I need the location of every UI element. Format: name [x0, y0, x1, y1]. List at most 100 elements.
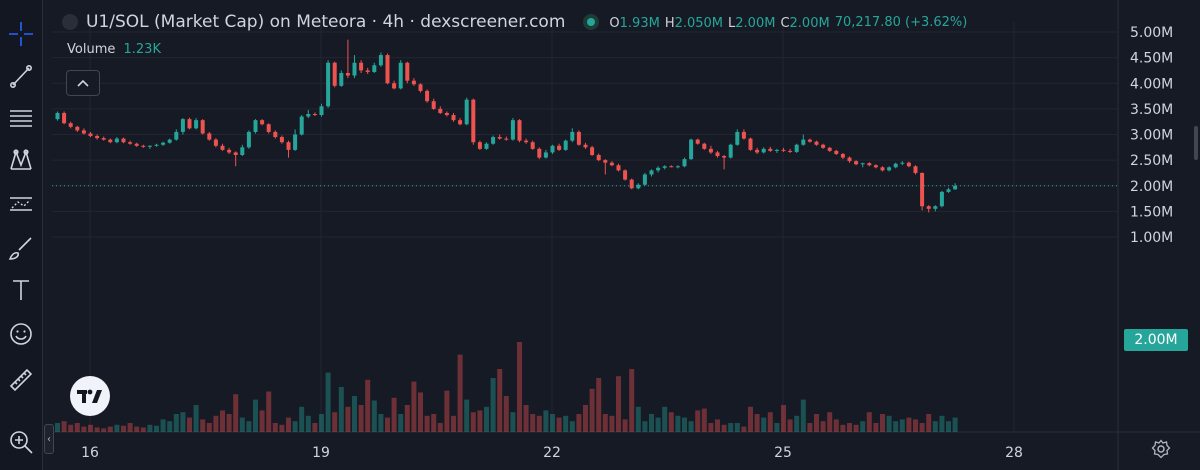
volume-bar — [88, 424, 93, 432]
candle-body — [755, 149, 760, 153]
candle-body — [708, 148, 713, 153]
candle-body — [332, 62, 337, 86]
volume-bar — [860, 421, 866, 432]
candle-body — [299, 116, 304, 135]
candle-body — [629, 179, 634, 189]
price-change: 70,217.80 (+3.62%) — [834, 14, 968, 30]
candle-body — [306, 114, 311, 117]
candle-body — [590, 147, 595, 155]
volume-bar — [708, 423, 714, 432]
candle-body — [88, 133, 93, 137]
emoji-icon — [10, 323, 32, 345]
candle-body — [279, 137, 284, 143]
tool-zoom-in[interactable] — [3, 424, 39, 460]
chart-settings-button[interactable] — [1150, 438, 1172, 460]
volume-bar — [622, 419, 628, 432]
tool-crosshair[interactable] — [3, 16, 39, 52]
volume-bar — [345, 406, 351, 432]
ohlc-l: L2.00M — [728, 16, 775, 31]
volume-bar — [701, 408, 707, 432]
volume-bar — [807, 423, 813, 432]
volume-bar — [365, 379, 371, 432]
volume-bar — [411, 381, 417, 432]
zoom-in-icon — [10, 431, 33, 454]
y-tick-label: 1.50M — [1130, 204, 1173, 220]
candle-body — [649, 170, 654, 175]
volume-value: 1.23K — [123, 42, 161, 57]
volume-bar — [906, 417, 912, 432]
ohlc-key: C — [780, 16, 790, 31]
volume-bar — [325, 372, 331, 432]
candle-body — [847, 157, 852, 162]
tool-trend-line[interactable] — [3, 58, 39, 94]
ohlc-key: L — [728, 16, 736, 31]
volume-bar — [352, 396, 357, 432]
tradingview-logo[interactable] — [70, 376, 110, 416]
candle-body — [873, 165, 878, 168]
volume-bar — [312, 423, 318, 432]
market-status-icon — [583, 14, 600, 30]
tool-ruler[interactable] — [3, 362, 39, 398]
volume-bar — [886, 415, 892, 432]
volume-bar — [332, 412, 338, 432]
candle-body — [642, 174, 647, 185]
volume-bar — [589, 388, 595, 432]
chart-title: U1/SOL (Market Cap) on Meteora · 4h · de… — [86, 12, 566, 32]
tool-pattern[interactable] — [3, 142, 39, 178]
candle-body — [477, 142, 482, 149]
candle-body — [926, 206, 931, 209]
candle-body — [319, 106, 324, 116]
candle-body — [543, 152, 548, 158]
price-scale-scroll-thumb[interactable] — [1194, 126, 1198, 160]
ruler-icon — [9, 368, 33, 392]
volume-bar — [576, 414, 582, 432]
tool-emoji[interactable] — [3, 316, 39, 352]
volume-bar — [833, 419, 839, 432]
volume-bar — [556, 417, 562, 432]
volume-bar — [173, 414, 179, 432]
volume-bar — [121, 425, 126, 432]
candle-body — [893, 163, 898, 168]
volume-bar — [880, 414, 885, 432]
y-tick-label: 3.00M — [1130, 128, 1173, 144]
volume-bar — [919, 423, 925, 432]
candle-body — [101, 138, 106, 140]
volume-bar — [853, 424, 859, 432]
volume-bar — [741, 426, 747, 432]
candle-body — [570, 131, 575, 141]
candle-body — [768, 148, 773, 151]
tool-brush[interactable] — [3, 230, 39, 266]
brush-icon — [8, 237, 32, 260]
tool-text[interactable] — [3, 272, 39, 308]
tool-fib-retracement[interactable] — [3, 100, 39, 136]
current-price-badge: 2.00M — [1124, 329, 1188, 351]
y-tick-label: 5.00M — [1130, 25, 1173, 41]
candle-body — [167, 139, 172, 143]
volume-bar — [94, 427, 100, 432]
volume-bar — [814, 414, 819, 432]
volume-bar — [866, 412, 872, 432]
volume-bar — [728, 423, 734, 432]
candle-body — [431, 101, 436, 109]
candle-body — [141, 145, 146, 147]
candle-body — [603, 160, 608, 163]
candle-body — [596, 155, 601, 161]
tool-prediction[interactable] — [3, 186, 39, 222]
toolbar-collapse-handle[interactable]: ‹ — [44, 424, 54, 454]
candle-body — [517, 120, 522, 141]
candle-body — [774, 149, 779, 151]
volume-bar — [180, 412, 186, 432]
candle-body — [682, 159, 687, 167]
candle-body — [550, 145, 555, 153]
collapse-legend-button[interactable] — [66, 70, 100, 96]
volume-bar — [319, 414, 324, 432]
candle-body — [233, 152, 238, 155]
volume-bar — [286, 417, 291, 432]
volume-bar — [550, 414, 555, 432]
candle-body — [788, 150, 793, 152]
candle-body — [161, 142, 166, 145]
volume-bar — [530, 414, 536, 432]
volume-bar — [629, 369, 635, 432]
candle-body — [675, 166, 680, 168]
